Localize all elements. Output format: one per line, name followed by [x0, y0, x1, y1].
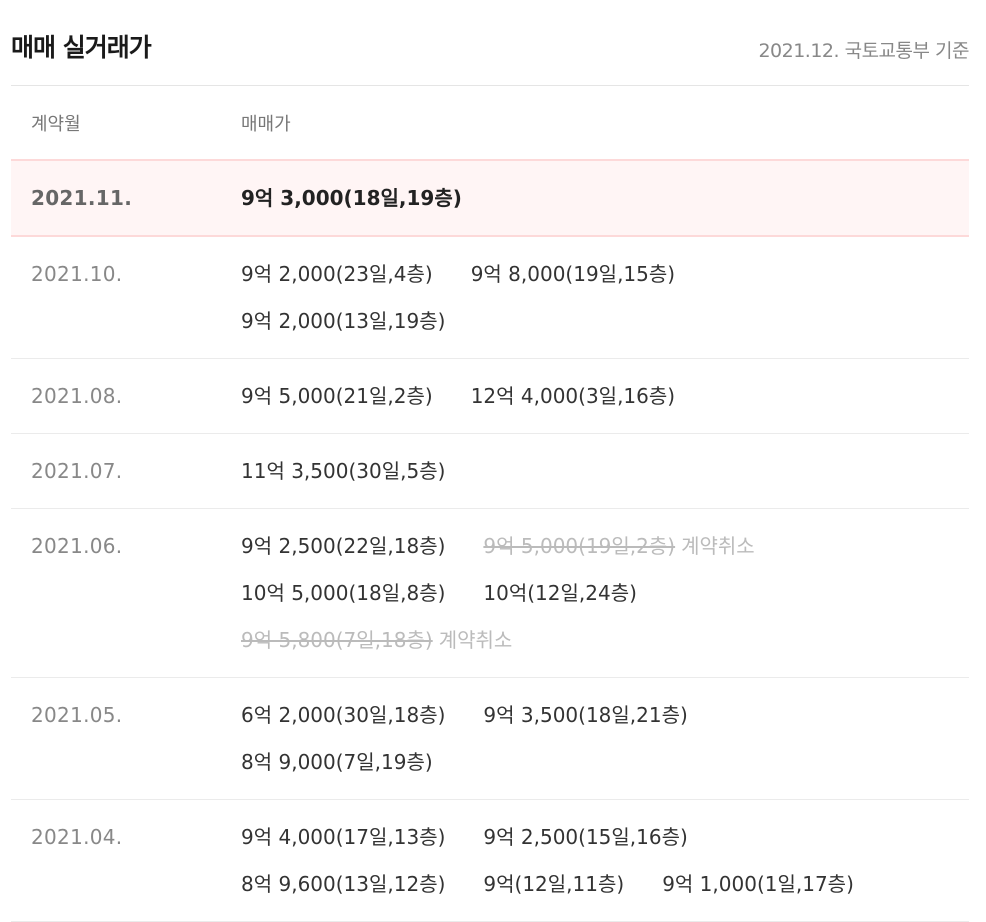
cancel-label: 계약취소: [438, 628, 513, 652]
panel-header: 매매 실거래가 2021.12. 국토교통부 기준: [11, 0, 969, 86]
price-list: 6억 2,000(30일,18층) 9억 3,500(18일,21층) 8억 9,0…: [241, 692, 969, 786]
price-line: 6억 2,000(30일,18층) 9억 3,500(18일,21층): [241, 692, 969, 739]
contract-month: 2021.10.: [31, 262, 123, 286]
price-line: 9억 4,000(17일,13층) 9억 2,500(15일,16층): [241, 814, 969, 861]
price-list: 11억 3,500(30일,5층): [241, 448, 969, 495]
transaction-price: 9억 2,500(15일,16층): [483, 825, 688, 849]
transaction-price: 10억 5,000(18일,8층): [241, 581, 446, 605]
cancel-label: 계약취소: [681, 534, 755, 558]
price-line: 9억 3,000(18일,19층): [241, 175, 969, 222]
table-row: 2021.04. 9억 4,000(17일,13층) 9억 2,500(15일,16…: [11, 800, 969, 922]
table-row: 2021.07. 11억 3,500(30일,5층): [11, 434, 969, 509]
price-list: 9억 2,500(22일,18층) 9억 5,000(19일,2층) 계약취소 10억…: [241, 523, 969, 664]
transaction-price: 8억 9,000(7일,19층): [241, 750, 433, 774]
transaction-price: 11억 3,500(30일,5층): [241, 459, 446, 483]
price-line: 11억 3,500(30일,5층): [241, 448, 969, 495]
price-line: 9억 2,500(22일,18층) 9억 5,000(19일,2층) 계약취소: [241, 523, 969, 570]
transaction-price: 9억 2,500(22일,18층): [241, 534, 446, 558]
contract-month: 2021.11.: [31, 186, 133, 210]
table-row: 2021.06. 9억 2,500(22일,18층) 9억 5,000(19일,2층…: [11, 509, 969, 678]
transaction-price: 6억 2,000(30일,18층): [241, 703, 446, 727]
contract-month: 2021.05.: [31, 703, 123, 727]
price-list: 9억 3,000(18일,19층): [241, 175, 969, 222]
price-list: 9억 5,000(21일,2층) 12억 4,000(3일,16층): [241, 373, 969, 420]
cancelled-price: 9억 5,800(7일,18층): [241, 628, 433, 652]
transaction-price: 12억 4,000(3일,16층): [470, 384, 676, 408]
price-list: 9억 4,000(17일,13층) 9억 2,500(15일,16층) 8억 9,6…: [241, 814, 969, 908]
real-price-panel: 매매 실거래가 2021.12. 국토교통부 기준 계약월 매매가 2021.1…: [11, 0, 969, 922]
price-line: 9억 5,000(21일,2층) 12억 4,000(3일,16층): [241, 373, 969, 420]
contract-month: 2021.06.: [31, 534, 123, 558]
transaction-price: 9억 2,000(13일,19층): [241, 309, 446, 333]
table-row: 2021.10. 9억 2,000(23일,4층) 9억 8,000(19일,15층…: [11, 237, 969, 359]
table-row: 2021.08. 9억 5,000(21일,2층) 12억 4,000(3일,16층…: [11, 359, 969, 434]
column-header-month: 계약월: [31, 114, 81, 135]
transaction-price: 9억 4,000(17일,13층): [241, 825, 446, 849]
transaction-price: 9억(12일,11층): [483, 872, 625, 896]
transaction-table: 2021.11. 9억 3,000(18일,19층) 2021.10. 9억 2,00…: [11, 159, 969, 922]
cancelled-transaction: 9억 5,800(7일,18층) 계약취소: [241, 617, 512, 664]
contract-month: 2021.04.: [31, 825, 123, 849]
transaction-price: 9억 5,000(21일,2층): [241, 384, 433, 408]
transaction-price: 10억(12일,24층): [483, 581, 637, 605]
contract-month: 2021.07.: [31, 459, 123, 483]
column-header-price: 매매가: [241, 114, 291, 135]
price-list: 9억 2,000(23일,4층) 9억 8,000(19일,15층) 9억 2,00…: [241, 251, 969, 345]
transaction-price: 9억 2,000(23일,4층): [241, 262, 433, 286]
data-source-note: 2021.12. 국토교통부 기준: [758, 40, 969, 62]
table-row: 2021.05. 6억 2,000(30일,18층) 9억 3,500(18일,21…: [11, 678, 969, 800]
transaction-price: 9억 3,000(18일,19층): [241, 186, 462, 210]
table-header: 계약월 매매가: [11, 86, 969, 159]
table-row: 2021.11. 9억 3,000(18일,19층): [11, 159, 969, 237]
cancelled-transaction: 9억 5,000(19일,2층) 계약취소: [483, 523, 754, 570]
price-line: 10억 5,000(18일,8층) 10억(12일,24층): [241, 570, 969, 617]
transaction-price: 9억 8,000(19일,15층): [470, 262, 676, 286]
price-line: 9억 2,000(23일,4층) 9억 8,000(19일,15층): [241, 251, 969, 298]
transaction-price: 8억 9,600(13일,12층): [241, 872, 446, 896]
transaction-price: 9억 3,500(18일,21층): [483, 703, 688, 727]
price-line: 8억 9,600(13일,12층) 9억(12일,11층) 9억 1,000(1일,…: [241, 861, 969, 908]
cancelled-price: 9억 5,000(19일,2층): [483, 534, 676, 558]
price-line: 8억 9,000(7일,19층): [241, 739, 969, 786]
price-line: 9억 2,000(13일,19층): [241, 298, 969, 345]
price-line: 9억 5,800(7일,18층) 계약취소: [241, 617, 969, 664]
panel-title: 매매 실거래가: [11, 33, 152, 62]
contract-month: 2021.08.: [31, 384, 123, 408]
transaction-price: 9억 1,000(1일,17층): [662, 872, 854, 896]
